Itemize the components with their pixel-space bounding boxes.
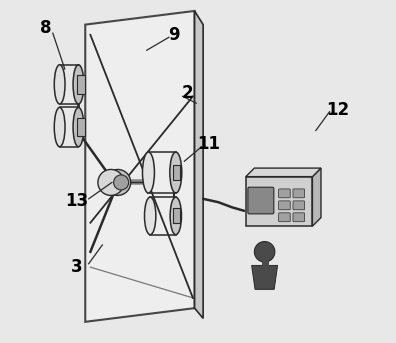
FancyBboxPatch shape bbox=[173, 165, 180, 180]
Polygon shape bbox=[312, 168, 321, 226]
FancyBboxPatch shape bbox=[248, 187, 274, 214]
Polygon shape bbox=[246, 168, 321, 177]
FancyBboxPatch shape bbox=[173, 209, 180, 223]
Ellipse shape bbox=[143, 152, 154, 193]
Ellipse shape bbox=[54, 107, 65, 147]
FancyBboxPatch shape bbox=[279, 213, 290, 222]
Text: 2: 2 bbox=[182, 84, 194, 102]
Polygon shape bbox=[251, 265, 278, 289]
Text: 12: 12 bbox=[326, 101, 350, 119]
Circle shape bbox=[114, 175, 129, 190]
Circle shape bbox=[105, 169, 131, 196]
Ellipse shape bbox=[54, 65, 65, 104]
FancyBboxPatch shape bbox=[246, 177, 312, 226]
Ellipse shape bbox=[73, 107, 84, 147]
Text: 3: 3 bbox=[71, 258, 82, 276]
Circle shape bbox=[98, 169, 124, 196]
FancyBboxPatch shape bbox=[77, 118, 85, 136]
Polygon shape bbox=[85, 11, 194, 322]
Text: 13: 13 bbox=[65, 191, 88, 210]
Ellipse shape bbox=[170, 197, 181, 235]
Ellipse shape bbox=[170, 152, 182, 193]
Ellipse shape bbox=[145, 197, 156, 235]
Text: 11: 11 bbox=[197, 135, 220, 153]
Ellipse shape bbox=[73, 65, 84, 104]
Polygon shape bbox=[194, 11, 203, 318]
FancyBboxPatch shape bbox=[279, 201, 290, 210]
Text: 9: 9 bbox=[168, 26, 180, 44]
Text: 8: 8 bbox=[40, 19, 52, 37]
Circle shape bbox=[254, 241, 275, 262]
FancyBboxPatch shape bbox=[293, 213, 305, 222]
FancyBboxPatch shape bbox=[293, 189, 305, 198]
FancyBboxPatch shape bbox=[77, 75, 85, 94]
FancyBboxPatch shape bbox=[279, 189, 290, 198]
FancyBboxPatch shape bbox=[293, 201, 305, 210]
